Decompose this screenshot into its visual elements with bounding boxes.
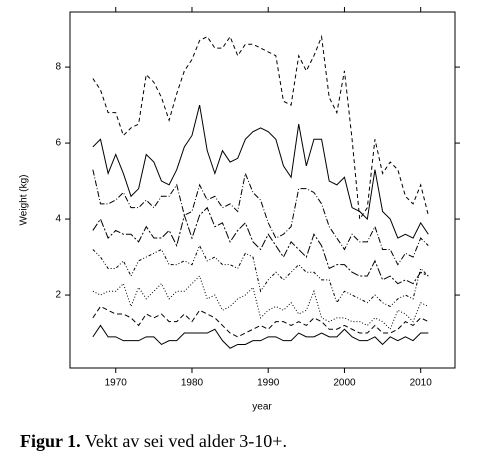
series-line	[92, 169, 429, 266]
series-line	[92, 244, 429, 308]
caption-label: Figur 1.	[20, 431, 81, 451]
x-tick-label: 2000	[333, 378, 356, 389]
y-axis-label: Weight (kg)	[19, 175, 30, 226]
series-line	[92, 206, 429, 285]
series-line	[92, 305, 429, 338]
caption: Figur 1. Vekt av sei ved alder 3-10+.	[20, 431, 287, 451]
series-line	[92, 275, 429, 331]
x-axis-label: year	[252, 402, 272, 413]
series-line	[92, 104, 429, 239]
y-tick-label: 2	[55, 290, 61, 301]
series-line	[92, 34, 429, 221]
x-tick-label: 1990	[257, 378, 280, 389]
plot-frame	[69, 11, 456, 369]
y-tick-label: 4	[55, 214, 61, 225]
y-tick-label: 6	[55, 138, 61, 149]
series-line	[92, 324, 429, 349]
x-tick-label: 1980	[181, 378, 204, 389]
caption-text: Vekt av sei ved alder 3-10+.	[85, 431, 287, 451]
x-tick-label: 1970	[105, 378, 128, 389]
x-tick-label: 2010	[410, 378, 433, 389]
y-tick-label: 8	[55, 62, 61, 73]
